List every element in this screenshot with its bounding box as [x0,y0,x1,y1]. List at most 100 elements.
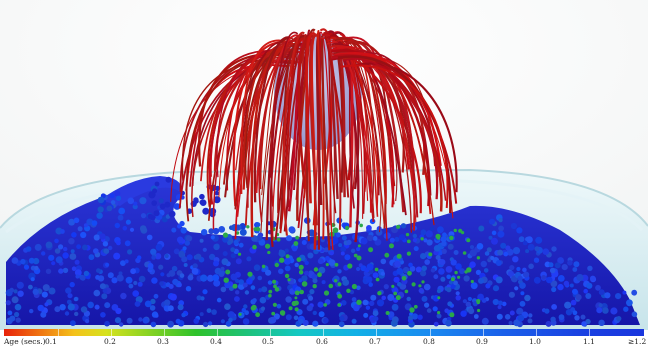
fluid-particle [598,303,603,308]
fluid-particle [488,235,493,240]
fluid-particle [583,288,588,294]
young-particle [312,284,317,289]
young-particle [253,227,258,231]
fluid-particle [159,281,164,286]
fluid-particle [387,294,395,301]
fluid-particle [469,245,475,250]
young-particle [396,253,402,259]
fluid-particle [441,241,447,247]
colorbar-tick [164,329,165,336]
fluid-particle [301,240,307,245]
fluid-particle [242,318,250,325]
fluid-particle [365,305,371,310]
fluid-particle [113,252,121,260]
fluid-particle [222,251,228,257]
fluid-particle [365,276,373,283]
young-particle [461,231,465,235]
fluid-particle [436,313,442,319]
fluid-particle [391,303,399,311]
fluid-particle [477,293,484,301]
young-particle [406,239,411,244]
fluid-particle [202,247,207,252]
fluid-particle [551,286,557,293]
fluid-particle [437,226,444,234]
fluid-particle [455,263,462,270]
fluid-particle [133,201,138,206]
spray-droplet [202,207,210,215]
fluid-particle [304,260,309,266]
fluid-particle [383,284,389,290]
young-particle [294,296,298,300]
fluid-particle [469,261,476,268]
young-particle [407,270,412,276]
fluid-particle [199,312,204,317]
fluid-particle [42,284,50,292]
fluid-particle [372,310,379,317]
fluid-particle [564,301,572,309]
fluid-particle [426,308,432,313]
fluid-particle [563,280,570,287]
young-particle [246,225,250,229]
age-colorbar [4,329,644,336]
fluid-particle [115,307,122,315]
young-particle [274,262,279,268]
colorbar-tick-label: 0.1 [45,337,57,346]
hair-strand [317,30,325,240]
fluid-particle [610,307,618,315]
fluid-particle [318,266,326,274]
young-particle [437,311,441,315]
fluid-particle [323,317,329,324]
fluid-particle [41,291,48,298]
fluid-particle [138,275,146,283]
young-particle [267,250,271,255]
colorbar-tick-label: 0.6 [316,337,328,346]
fluid-particle [433,274,439,280]
fluid-particle [406,296,411,302]
young-particle [298,264,304,270]
fluid-particle [495,276,503,284]
fluid-particle [169,293,177,301]
fluid-particle [114,190,121,197]
fluid-particle [508,320,513,326]
fluid-particle [257,235,263,241]
fluid-particle [176,236,184,244]
fluid-particle [168,284,174,289]
fluid-particle [445,266,453,273]
fluid-particle [349,289,355,295]
fluid-particle [400,223,407,229]
fluid-particle [436,289,442,294]
fluid-particle [142,317,149,324]
fluid-particle [445,319,452,327]
young-particle [291,300,297,307]
fluid-particle [118,271,123,276]
fluid-particle [453,250,459,255]
fluid-particle [178,305,183,310]
fluid-particle [120,292,127,300]
fluid-particle [175,318,181,324]
fluid-particle [220,266,225,271]
fluid-particle [446,274,452,280]
fluid-particle [528,313,533,318]
fluid-particle [252,298,257,303]
fluid-particle [125,219,131,225]
young-particle [384,252,390,258]
fluid-particle [533,257,540,263]
fluid-particle [501,301,507,307]
fluid-particle [74,269,82,277]
fluid-particle [32,288,39,295]
fluid-particle [453,280,458,286]
fluid-particle [67,293,73,299]
fluid-particle [353,304,360,311]
colorbar-tick-label: 0.2 [104,337,116,346]
spray-droplet [199,199,207,206]
fluid-particle [83,223,88,228]
fluid-particle [430,268,436,273]
fluid-particle [413,246,419,252]
fluid-particle [116,274,124,282]
fluid-particle [74,311,79,317]
fluid-particle [490,256,495,260]
fluid-particle [417,314,423,320]
fluid-particle [351,297,357,302]
hair-strand [339,33,375,223]
fluid-particle [380,258,387,265]
